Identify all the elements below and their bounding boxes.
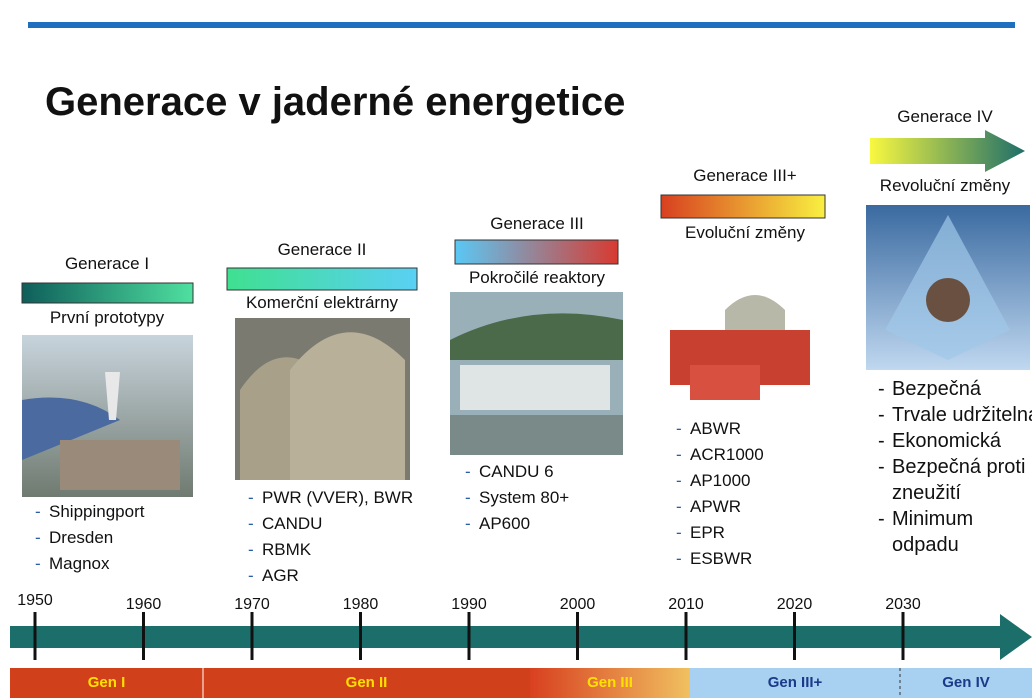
photo: [663, 250, 825, 412]
title: Generace v jaderné energetice: [45, 80, 626, 124]
list-item: Ekonomická: [878, 428, 1032, 454]
gen-label: Generace I: [64, 254, 150, 273]
list-item: Magnox: [35, 554, 144, 574]
photo: [235, 318, 410, 480]
list-item: Trvale udržitelná: [878, 402, 1032, 428]
year-label: 1990: [451, 596, 487, 613]
gen-subtitle: Komerční elektrárny: [245, 293, 399, 312]
item-list: ABWR ACR1000 AP1000 APWR EPR ESBWR: [676, 419, 764, 575]
year-label: 2020: [776, 596, 813, 613]
photo: [22, 335, 193, 497]
list-item: AGR: [248, 566, 413, 586]
year-label: 1950: [17, 592, 53, 609]
list-item: PWR (VVER), BWR: [248, 488, 413, 508]
item-list: BezpečnáTrvale udržitelnáEkonomickáBezpe…: [878, 376, 1032, 558]
list-item: ACR1000: [676, 445, 764, 465]
gen-bar: [226, 267, 418, 291]
gen-subtitle: Revoluční změny: [879, 176, 1011, 195]
photo: [450, 292, 623, 455]
list-item: Minimum odpadu: [878, 506, 1032, 558]
bottom-label: Gen II: [345, 674, 388, 691]
gen-bar: [660, 194, 826, 219]
item-list: CANDU 6 System 80+ AP600: [465, 462, 569, 540]
list-item: AP1000: [676, 471, 764, 491]
year-label: 1970: [234, 596, 270, 613]
bottom-label: Gen IV: [942, 674, 990, 691]
list-item: CANDU 6: [465, 462, 569, 482]
year-label: 2030: [885, 596, 921, 613]
top-rule: [28, 22, 1015, 28]
bottom-segment: [530, 668, 690, 698]
timeline-arrow: [10, 614, 1032, 660]
photo: [866, 205, 1030, 370]
gen-subtitle: První prototypy: [49, 308, 165, 327]
bottom-label: Gen III+: [767, 674, 823, 691]
year-label: 1980: [342, 596, 379, 613]
list-item: Shippingport: [35, 502, 144, 522]
item-list: Shippingport Dresden Magnox: [35, 502, 144, 580]
list-item: Bezpečná proti zneužití: [878, 454, 1032, 506]
list-item: AP600: [465, 514, 569, 534]
year-label: 1960: [125, 596, 162, 613]
gen-subtitle: Pokročilé reaktory: [468, 268, 606, 287]
list-item: Dresden: [35, 528, 144, 548]
year-label: 2000: [559, 596, 596, 613]
list-item: EPR: [676, 523, 764, 543]
gen-arrow: [870, 130, 1025, 172]
year-label: 2010: [668, 596, 704, 613]
gen-bar: [454, 239, 619, 265]
bottom-label: Gen III: [587, 674, 633, 691]
item-list: PWR (VVER), BWR CANDU RBMK AGR: [248, 488, 413, 592]
gen-label: Generace IV: [897, 107, 993, 126]
gen-bar: [21, 282, 194, 304]
list-item: ESBWR: [676, 549, 764, 569]
bottom-segment: [690, 668, 1032, 698]
list-item: RBMK: [248, 540, 413, 560]
gen-label: Generace II: [277, 240, 367, 259]
list-item: System 80+: [465, 488, 569, 508]
list-item: Bezpečná: [878, 376, 1032, 402]
bottom-label: Gen I: [87, 674, 126, 691]
list-item: ABWR: [676, 419, 764, 439]
gen-label: Generace III+: [693, 166, 797, 185]
gen-label: Generace III: [490, 214, 584, 233]
gen-subtitle: Evoluční změny: [685, 223, 805, 242]
list-item: CANDU: [248, 514, 413, 534]
bottom-segment: [10, 668, 530, 698]
list-item: APWR: [676, 497, 764, 517]
